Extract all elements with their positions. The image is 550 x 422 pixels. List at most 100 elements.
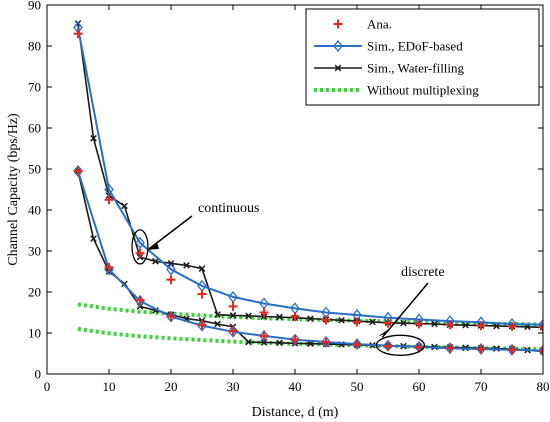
continuous-label: continuous — [198, 201, 259, 216]
series-layer — [73, 20, 543, 357]
data-point-ana-0-12 — [445, 320, 455, 330]
data-point-diamond-line-1-15 — [538, 344, 543, 357]
legend-marker-ana — [333, 19, 343, 29]
data-point-plus-1-1 — [104, 262, 114, 272]
data-point-plus-1-14 — [507, 345, 517, 355]
data-point-sim-water-filling-0-1 — [90, 134, 97, 142]
data-point-ana-0-9 — [352, 317, 362, 327]
data-point-sim-water-filling-0-10 — [229, 312, 237, 319]
data-point-diamond-line-1-12 — [445, 342, 455, 355]
data-point-sim-water-filling-0-8 — [198, 265, 206, 272]
data-point-sim-water-filling-0-15 — [307, 315, 314, 322]
continuous-ellipse — [131, 229, 149, 265]
data-point-plus-1-2 — [135, 295, 145, 305]
continuous-arrow-head — [148, 241, 159, 250]
x-tick-label: 80 — [537, 379, 550, 394]
data-point-sim-edof-based-0-2 — [135, 236, 145, 249]
legend: Ana. Sim., EDoF-based Sim., Water-filling W… — [305, 8, 540, 106]
x-tick-label: 70 — [475, 379, 488, 394]
data-point-plus-1-8 — [321, 337, 331, 347]
data-point-plus-1-9 — [352, 339, 362, 349]
y-tick-label: 70 — [28, 80, 41, 95]
y-tick-label: 50 — [28, 162, 41, 177]
y-tick-label: 10 — [28, 326, 41, 341]
data-point-diamond-line-1-14 — [507, 343, 517, 356]
data-point-sim-water-filling-0-3 — [121, 202, 128, 210]
data-point-sim-water-filling-0-11 — [245, 312, 252, 320]
y-tick-label: 0 — [35, 367, 42, 382]
data-point-ana-0-3 — [166, 275, 176, 285]
y-axis-label: Channel Capacity (bps/Hz) — [6, 113, 21, 266]
discrete-arrow-head — [378, 327, 392, 337]
data-point-x-line-1-12 — [260, 339, 268, 346]
data-point-diamond-line-1-13 — [476, 342, 486, 356]
y-tick-label: 30 — [28, 244, 41, 259]
data-point-sim-water-filling-0-5 — [152, 257, 159, 265]
data-point-plus-1-7 — [290, 335, 300, 345]
data-point-plus-1-13 — [476, 344, 486, 354]
data-point-x-line-1-13 — [276, 339, 283, 347]
x-tick-label: 10 — [103, 379, 116, 394]
data-point-plus-1-5 — [228, 326, 238, 336]
data-point-ana-0-15 — [538, 322, 543, 332]
data-point-diamond-line-1-0 — [73, 165, 83, 178]
data-point-x-line-1-9 — [214, 320, 221, 328]
data-point-ana-0-14 — [507, 321, 517, 331]
data-point-ana-0-13 — [476, 321, 486, 331]
data-point-diamond-line-1-7 — [290, 333, 300, 346]
data-point-diamond-line-1-10 — [383, 339, 393, 352]
series-line-sim-edof-based-0 — [77, 27, 543, 326]
discrete-arrow-line — [381, 282, 429, 338]
data-point-sim-water-filling-0-23 — [431, 320, 438, 328]
x-tick-label: 20 — [165, 379, 178, 394]
data-point-sim-edof-based-0-15 — [538, 318, 543, 331]
legend-label-sim-water-filling: Sim., Water-filling — [367, 61, 465, 76]
data-point-ana-0-5 — [228, 301, 238, 311]
data-point-diamond-line-1-8 — [321, 335, 331, 349]
data-point-diamond-line-1-6 — [259, 329, 269, 342]
series-line-diamond-line-1 — [77, 170, 543, 352]
legend-label-ana: Ana. — [367, 17, 392, 32]
y-tick-label: 40 — [28, 203, 41, 218]
data-point-ana-0-10 — [383, 318, 393, 328]
data-point-ana-0-2 — [135, 248, 145, 258]
x-tick-label: 50 — [351, 379, 364, 394]
data-point-plus-1-15 — [538, 346, 543, 356]
data-point-sim-water-filling-0-25 — [462, 321, 469, 329]
data-point-plus-1-12 — [445, 343, 455, 353]
data-point-sim-water-filling-0-21 — [400, 319, 407, 327]
discrete-label: discrete — [401, 265, 445, 280]
data-point-plus-1-11 — [414, 342, 424, 352]
data-point-ana-0-4 — [197, 289, 207, 299]
data-point-plus-1-6 — [259, 331, 269, 341]
x-tick-label: 40 — [289, 379, 302, 394]
data-point-ana-0-7 — [290, 312, 300, 322]
data-point-diamond-line-1-3 — [166, 310, 176, 323]
data-point-sim-edof-based-0-3 — [166, 263, 176, 276]
annotation-layer: continuous discrete — [131, 201, 445, 356]
data-point-sim-water-filling-0-6 — [167, 259, 175, 267]
discrete-ellipse — [375, 334, 426, 356]
data-point-sim-water-filling-0-7 — [183, 262, 190, 269]
data-point-diamond-line-1-9 — [352, 338, 362, 351]
x-tick-label: 30 — [227, 379, 240, 394]
data-point-sim-water-filling-0-9 — [214, 311, 221, 318]
y-tick-label: 60 — [28, 121, 41, 136]
data-point-ana-0-11 — [414, 319, 424, 329]
data-point-ana-0-8 — [321, 315, 331, 325]
data-point-x-line-1-1 — [90, 235, 97, 243]
data-point-ana-0-6 — [259, 308, 269, 317]
data-point-sim-water-filling-0-13 — [276, 313, 283, 321]
y-tick-label: 80 — [28, 39, 41, 54]
legend-marker-sim-water-filling — [334, 64, 342, 72]
legend-label-without-multiplexing: Without multiplexing — [367, 83, 479, 98]
data-point-plus-1-4 — [197, 320, 207, 330]
legend-marker-sim-edof-based — [333, 39, 343, 53]
data-point-sim-edof-based-0-1 — [104, 183, 114, 196]
data-point-sim-water-filling-0-19 — [369, 318, 376, 326]
data-point-ana-0-0 — [73, 29, 83, 39]
data-point-plus-1-10 — [383, 341, 393, 351]
x-tick-label: 60 — [413, 379, 426, 394]
x-tick-label: 0 — [44, 379, 51, 394]
